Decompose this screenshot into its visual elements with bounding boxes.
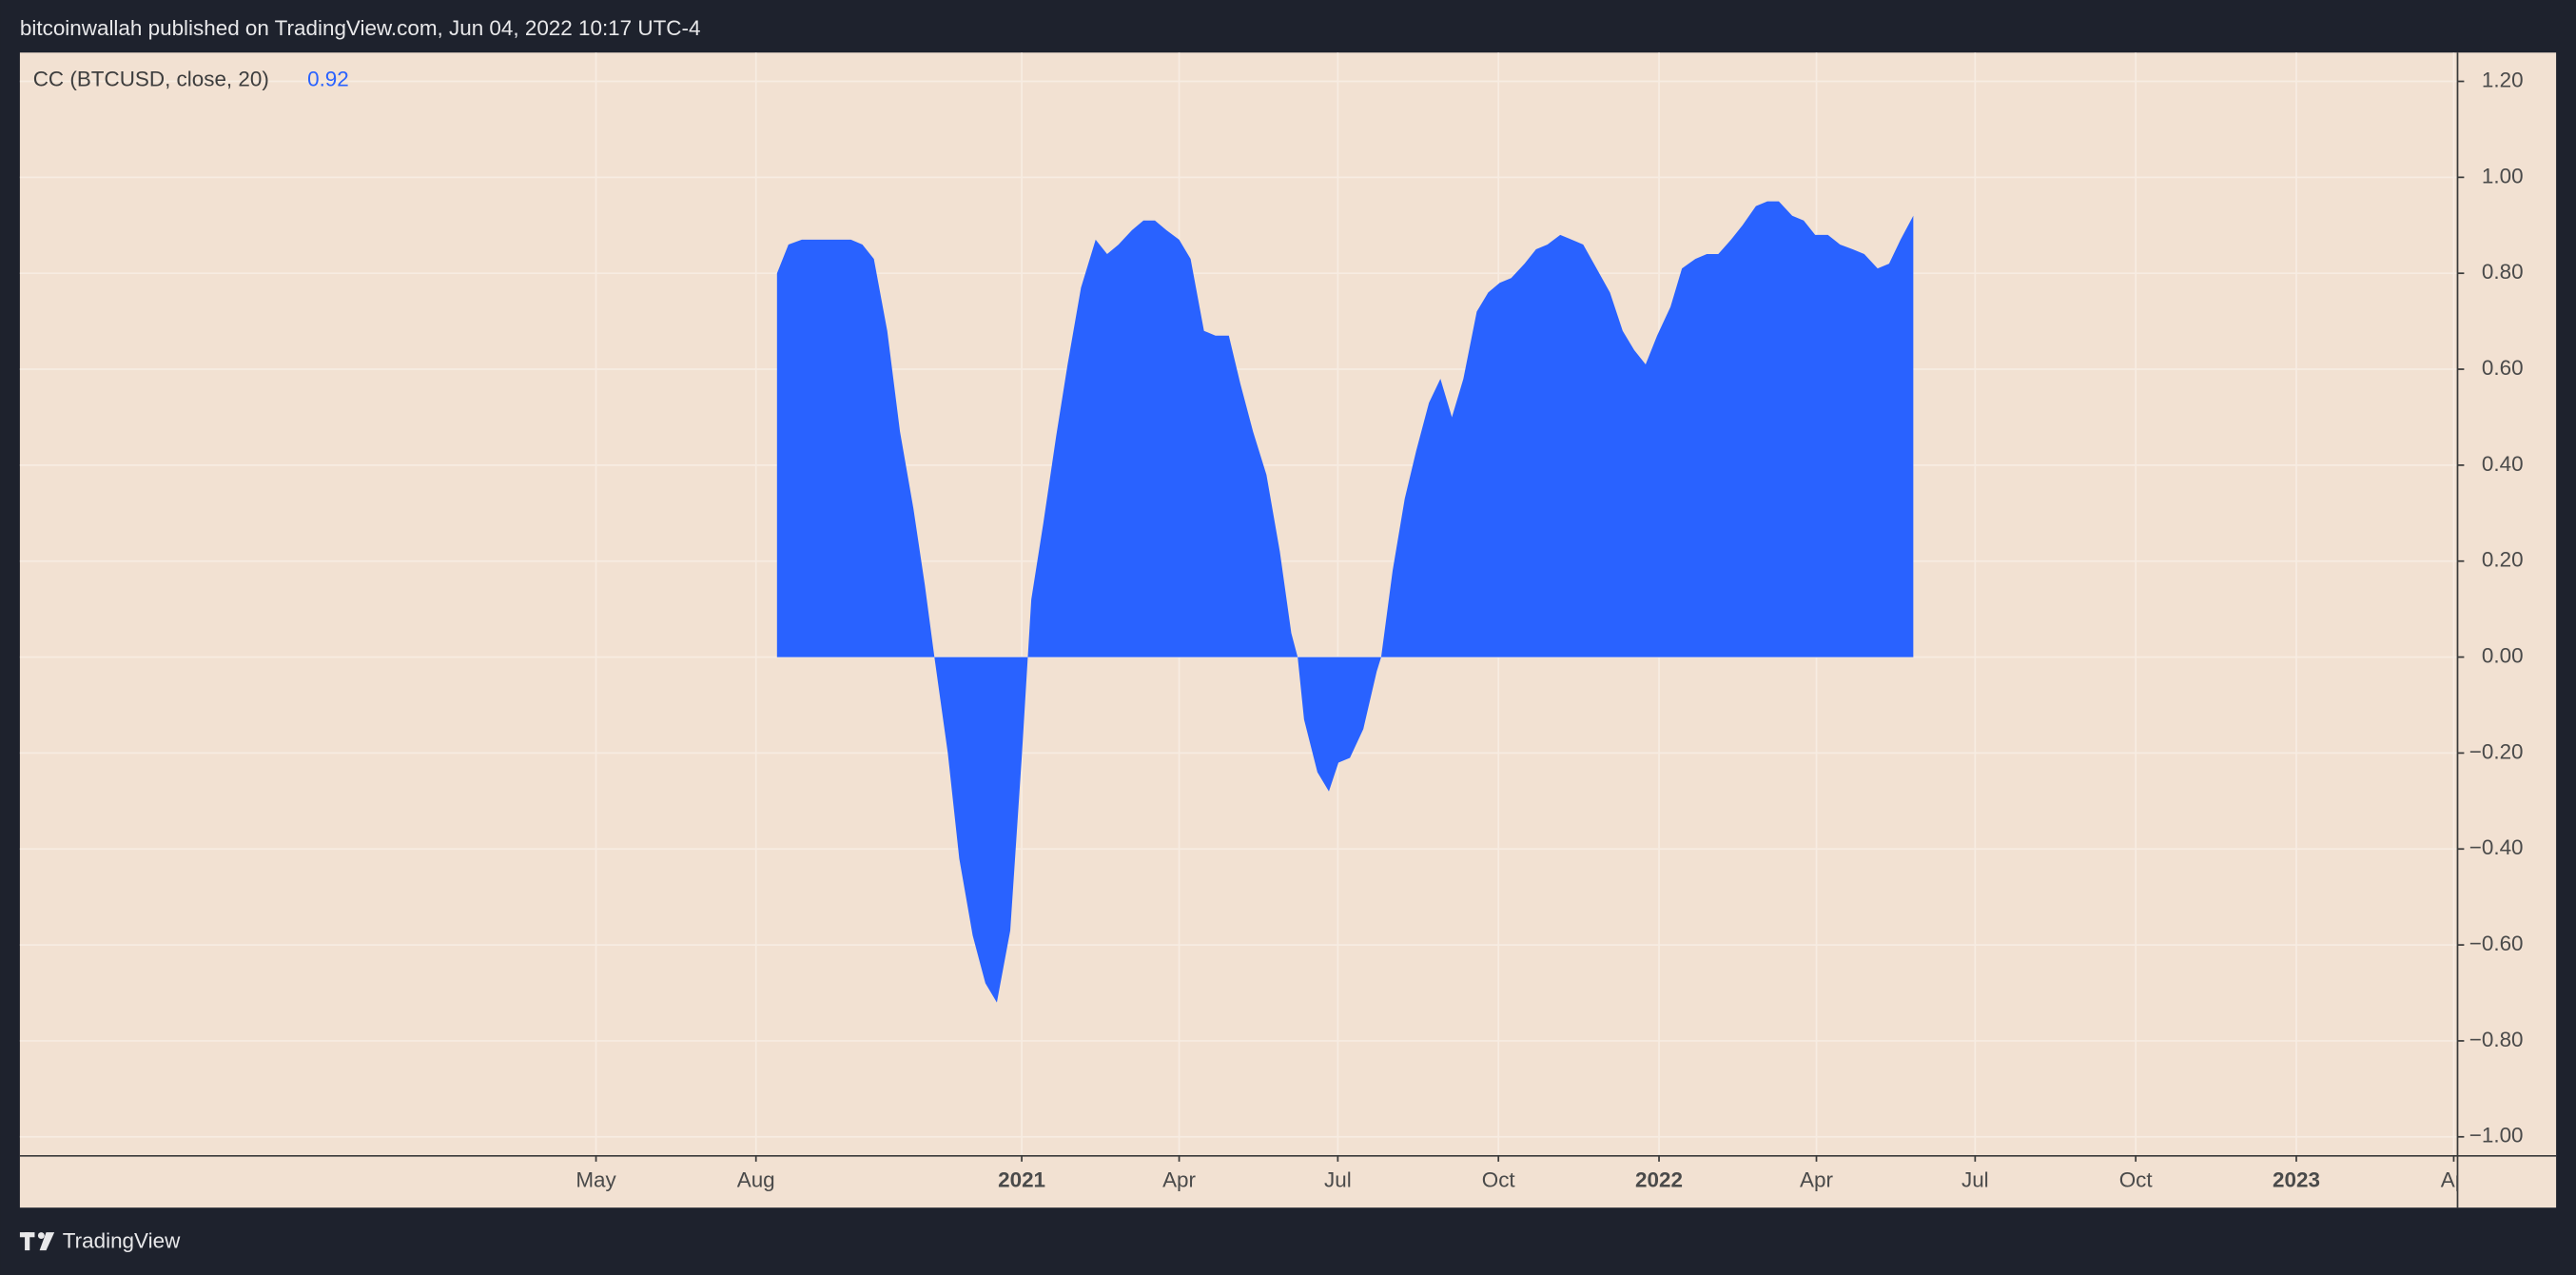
logo-part <box>25 1232 30 1251</box>
x-tick-label: Ap <box>2441 1167 2467 1191</box>
y-tick-label: 0.60 <box>2482 356 2524 380</box>
brand: TradingView <box>63 1228 181 1252</box>
y-tick-label: 0.00 <box>2482 643 2524 667</box>
x-tick-label: Jul <box>1324 1167 1352 1191</box>
legend-name: CC (BTCUSD, close, 20) <box>33 68 269 91</box>
x-tick-label: 2021 <box>998 1167 1045 1191</box>
y-tick-label: −0.20 <box>2469 739 2524 763</box>
x-tick-label: May <box>576 1167 616 1191</box>
x-tick-label: Oct <box>2119 1167 2154 1191</box>
y-tick-label: 0.40 <box>2482 452 2524 476</box>
logo-part <box>37 1232 45 1240</box>
x-tick-labels: May Aug 2021 Apr Jul Oct 2022 Apr Jul Oct 2023 Ap <box>576 1167 2467 1191</box>
brand-logo <box>19 1232 55 1251</box>
x-tick-label: Apr <box>1800 1167 1833 1191</box>
logo-part <box>39 1232 55 1251</box>
y-tick-label: 0.20 <box>2482 548 2524 572</box>
x-tick-label: Aug <box>737 1167 775 1191</box>
area <box>776 201 1914 1003</box>
y-tick-label: 0.80 <box>2482 260 2524 284</box>
header: bitcoinwallah published on TradingView.c… <box>20 16 701 40</box>
plot <box>776 201 1914 1003</box>
x-tick-label: 2023 <box>2273 1167 2320 1191</box>
y-tick-label: −0.60 <box>2469 932 2524 955</box>
y-tick-label: −0.40 <box>2469 835 2524 859</box>
y-tick-label: 1.20 <box>2482 68 2524 91</box>
axes: −1.00 −0.80 −0.60 −0.40 −0.20 0.00 0.20 0.40 0.6… <box>576 68 2523 1191</box>
x-tick-label: 2022 <box>1635 1167 1683 1191</box>
y-tick-label: −0.80 <box>2469 1028 2524 1051</box>
y-tick-label: 1.00 <box>2482 164 2524 187</box>
x-tick-label: Jul <box>1961 1167 1989 1191</box>
x-tick-label: Oct <box>1482 1167 1516 1191</box>
x-tick-label: Apr <box>1162 1167 1196 1191</box>
legend-value: 0.92 <box>307 68 349 91</box>
y-tick-label: −1.00 <box>2469 1124 2524 1148</box>
